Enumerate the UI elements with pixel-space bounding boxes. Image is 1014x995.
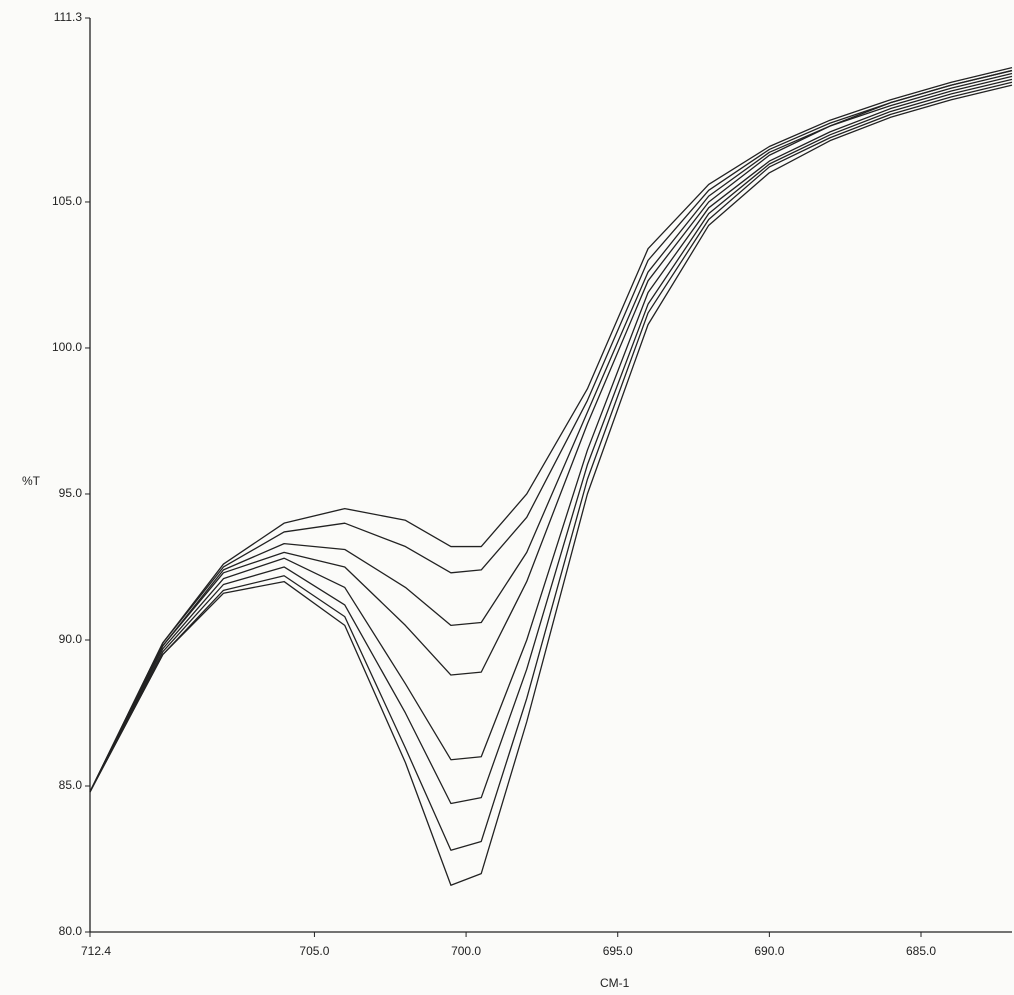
y-axis-label: %T [22,474,41,488]
y-tick-label: 90.0 [59,632,83,646]
x-tick-label: 700.0 [451,944,481,958]
y-tick-label: 111.3 [54,10,83,24]
y-tick-label: 105.0 [52,194,82,208]
spectrum-curve [89,67,1013,793]
spectrum-curve [89,78,1013,805]
y-tick-label: 100.0 [52,340,82,354]
x-axis-label: CM-1 [600,976,630,990]
x-tick-label: 685.0 [906,944,936,958]
spectrum-curve [89,69,1013,793]
spectrum-curve [89,84,1013,886]
x-tick-label: 690.0 [754,944,784,958]
y-tick-label: 80.0 [59,924,83,938]
x-tick-label: 705.0 [299,944,329,958]
x-tick-label: 695.0 [603,944,633,958]
spectrum-curve [89,75,1013,793]
spectrum-curve [89,69,1013,793]
spectrum-curve [89,81,1013,851]
x-tick-label: 712.4 [81,944,111,958]
y-tick-label: 95.0 [59,486,83,500]
spectrum-curve [89,72,1013,793]
y-tick-label: 85.0 [59,778,83,792]
